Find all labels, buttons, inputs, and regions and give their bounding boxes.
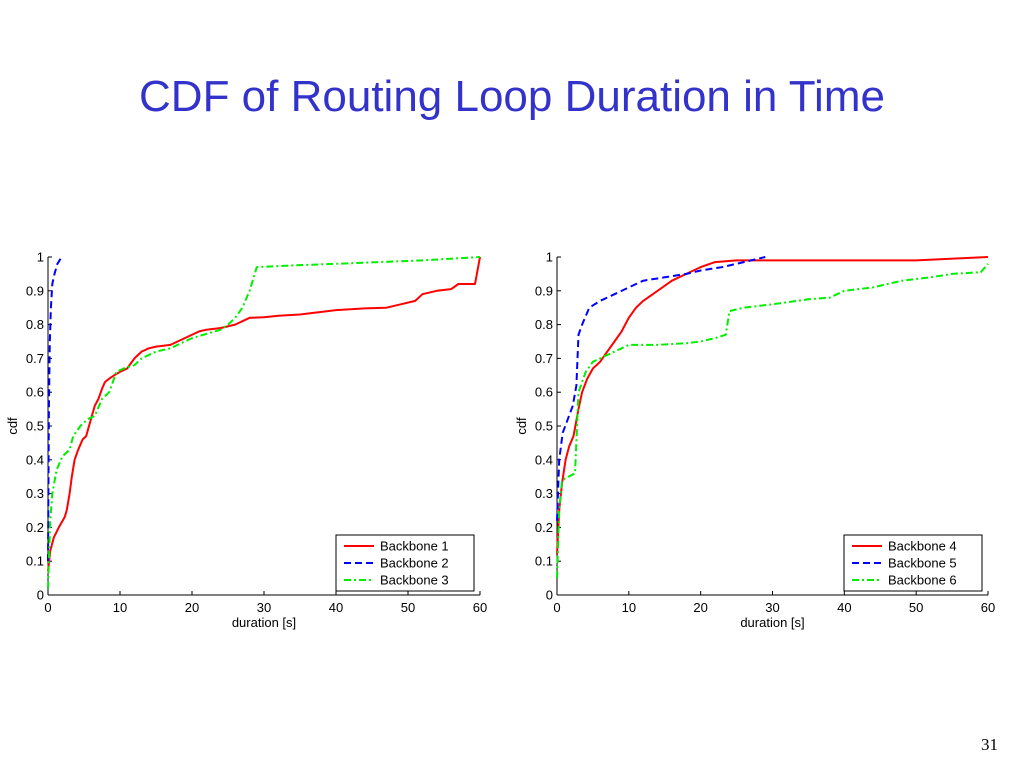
series-line-backbone-6 [556,263,989,579]
x-axis-label: duration [s] [232,615,296,630]
cdf-chart-1: 0 10 20 30 40 50 60 0 0.1 0.2 0.3 0.4 0.5 0.6 0.7 0.8 0.… [5,250,487,631]
x-tick-label: 20 [185,600,199,615]
y-tick-label: 0 [37,588,44,603]
y-tick-label: 0 [546,588,553,603]
x-tick-label: 10 [113,600,127,615]
y-tick-label: 0.8 [535,317,553,332]
y-tick-label: 0.3 [26,486,44,501]
y-tick-label: 0.3 [535,486,553,501]
y-tick-label: 0.5 [26,419,44,434]
legend-label: Backbone 5 [888,556,957,571]
x-tick-label: 0 [44,600,51,615]
y-tick-label: 0.2 [535,520,553,535]
legend-label: Backbone 1 [380,539,449,554]
slide-title: CDF of Routing Loop Duration in Time [139,72,885,121]
y-tick-label: 0.6 [535,385,553,400]
y-tick-label: 1 [37,250,44,265]
y-axis-label: cdf [514,417,529,435]
x-tick-label: 50 [401,600,415,615]
y-tick-label: 0.5 [535,419,553,434]
x-tick-label: 60 [473,600,487,615]
series-line-backbone-1 [47,256,481,572]
legend-label: Backbone 3 [380,573,449,588]
x-tick-label: 20 [693,600,707,615]
y-tick-label: 0.2 [26,520,44,535]
x-axis-label: duration [s] [740,615,804,630]
x-tick-label: 0 [553,600,560,615]
legend: Backbone 1 Backbone 2 Backbone 3 [335,534,475,592]
x-tick-label: 10 [622,600,636,615]
legend-label: Backbone 2 [380,556,449,571]
series-line-backbone-5 [556,256,766,521]
y-tick-label: 0.1 [535,554,553,569]
y-tick-label: 0.1 [26,554,44,569]
cdf-chart-2: 0 10 20 30 40 50 60 0 0.1 0.2 0.3 0.4 0.5 0.6 0.7 0.8 0.… [514,250,995,631]
y-tick-label: 0.7 [26,351,44,366]
x-tick-label: 30 [257,600,271,615]
page-number: 31 [981,735,998,754]
x-tick-label: 40 [837,600,851,615]
y-tick-label: 0.6 [26,385,44,400]
x-tick-label: 40 [329,600,343,615]
y-axis-label: cdf [5,417,20,435]
y-tick-label: 0.4 [26,452,44,467]
y-tick-label: 0.8 [26,317,44,332]
y-tick-label: 0.9 [535,283,553,298]
series-line-backbone-4 [556,256,989,555]
legend-label: Backbone 4 [888,539,957,554]
series-line-backbone-2 [47,256,63,562]
x-tick-label: 60 [981,600,995,615]
legend: Backbone 4 Backbone 5 Backbone 6 [843,534,983,592]
legend-label: Backbone 6 [888,573,957,588]
series-line-backbone-3 [47,256,481,589]
x-tick-label: 30 [765,600,779,615]
y-tick-label: 1 [546,250,553,265]
y-tick-label: 0.4 [535,452,553,467]
y-tick-label: 0.9 [26,283,44,298]
x-tick-label: 50 [909,600,923,615]
y-tick-label: 0.7 [535,351,553,366]
